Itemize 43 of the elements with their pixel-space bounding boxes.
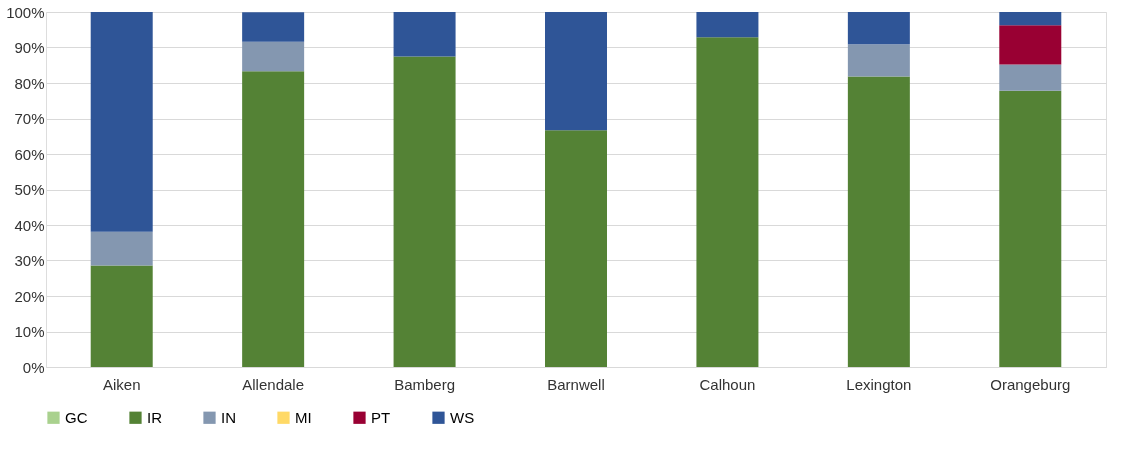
- bar: [999, 25, 1062, 65]
- bar: [90, 231, 153, 266]
- x-tick-label: Calhoun: [699, 375, 756, 393]
- bar: [696, 37, 759, 367]
- x-tick-label: Lexington: [846, 375, 912, 393]
- bar: [545, 12, 607, 131]
- y-tick-label: 50%: [14, 181, 45, 198]
- bar: [696, 12, 759, 38]
- y-tick-label: 70%: [14, 110, 45, 127]
- bar: [242, 41, 305, 72]
- x-tick-label: Allendale: [242, 375, 304, 393]
- bar: [90, 265, 153, 367]
- bar: [999, 12, 1062, 26]
- bar: [393, 56, 456, 367]
- legend-label: GC: [65, 408, 88, 426]
- legend-label: IN: [221, 408, 236, 426]
- y-tick-label: 0%: [22, 358, 45, 376]
- bar: [847, 44, 910, 77]
- bar: [242, 71, 305, 367]
- bar: [545, 130, 607, 367]
- x-tick-label: Bamberg: [394, 375, 456, 393]
- x-tick-label: Aiken: [102, 375, 141, 393]
- y-tick-label: 20%: [14, 287, 45, 305]
- bar: [242, 12, 305, 42]
- bar: [999, 64, 1062, 91]
- legend-label: WS: [450, 408, 475, 426]
- y-tick-label: 90%: [14, 39, 45, 56]
- y-tick-label: 60%: [14, 145, 45, 163]
- x-tick-label: Orangeburg: [990, 375, 1071, 393]
- bar: [847, 76, 910, 367]
- y-tick-label: 30%: [14, 252, 45, 269]
- bar: [999, 90, 1062, 367]
- bar: [393, 12, 456, 57]
- y-tick-label: 80%: [14, 74, 45, 92]
- y-tick-label: 40%: [14, 216, 45, 234]
- y-tick-label: 10%: [14, 323, 45, 340]
- y-tick-label: 100%: [6, 3, 45, 21]
- legend-label: MI: [295, 408, 312, 426]
- legend-label: IR: [147, 408, 163, 426]
- bar: [90, 12, 153, 232]
- bar: [847, 12, 910, 45]
- legend-label: PT: [371, 408, 391, 426]
- x-tick-label: Barnwell: [547, 375, 605, 393]
